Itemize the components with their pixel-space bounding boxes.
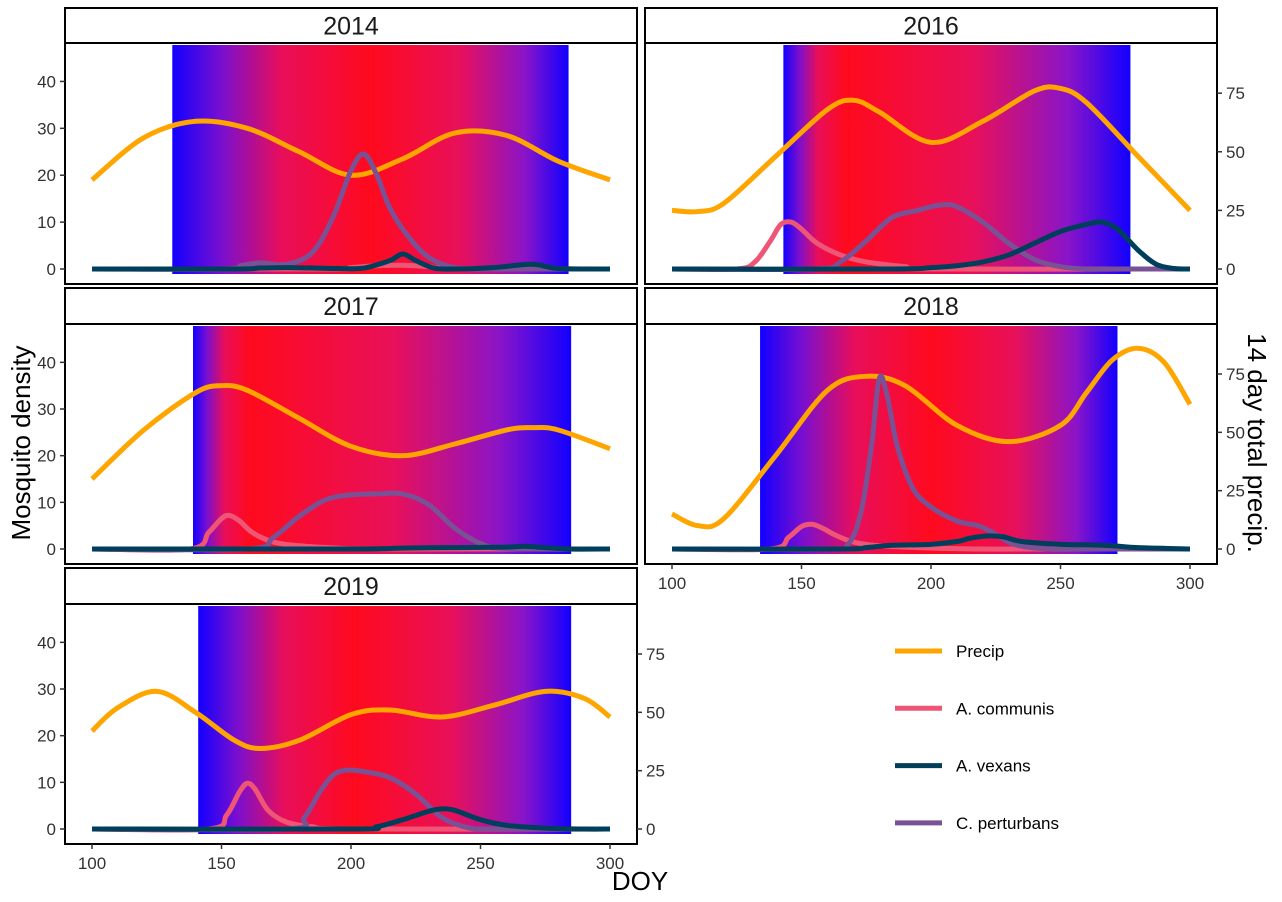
series-line-a-vexans (91, 806, 611, 832)
series-line-a-vexans (671, 533, 1191, 552)
legend-item-precip: Precip (895, 642, 1004, 661)
panel-2016: 2016 0 25 50 75 (644, 7, 1245, 285)
panel-strip (64, 287, 638, 325)
season-band (198, 606, 572, 834)
y2-tick-label: 25 (646, 762, 665, 781)
x-tick-label: 100 (78, 854, 106, 873)
y-tick-label: 30 (37, 680, 56, 699)
panel-2017: 2017 0 10 20 30 40 (37, 287, 638, 565)
y-tick-label: 0 (47, 260, 56, 279)
y-tick-label: 0 (47, 820, 56, 839)
panel-title: 2019 (323, 573, 379, 601)
panel-title: 2017 (323, 293, 379, 321)
x-axis-title: DOY (612, 866, 668, 896)
panel-title: 2018 (903, 293, 959, 321)
series-line-precip (671, 84, 1192, 215)
legend: Precip A. communis A. vexans C. perturbans (895, 642, 1059, 833)
y-tick-label: 10 (37, 213, 56, 232)
x-tick-label: 250 (466, 854, 494, 873)
panel-strip (64, 7, 638, 44)
panel-2014: 2014 0 10 20 30 40 (37, 7, 638, 285)
series-line-precip (670, 345, 1193, 530)
series-line-precip (90, 382, 611, 481)
panel-2018: 2018 0 25 50 75 100 150 200 250 300 (644, 287, 1245, 593)
series-line-a-communis (671, 521, 1190, 553)
y2-tick-label: 0 (1226, 260, 1235, 279)
panel-strip (644, 287, 1218, 325)
y-tick-label: 10 (37, 493, 56, 512)
series-line-c-perturbans (671, 202, 1190, 273)
series-line-a-vexans (91, 251, 611, 272)
series-line-a-vexans (671, 219, 1191, 272)
panel-title: 2014 (323, 13, 379, 41)
panel-title: 2016 (903, 13, 959, 41)
y-axis-title: Mosquito density (6, 345, 36, 540)
y2-axis-title: 14 day total precip. (1242, 333, 1272, 553)
x-tick-label: 100 (658, 574, 686, 593)
y-tick-label: 30 (37, 119, 56, 138)
x-tick-label: 150 (787, 574, 815, 593)
y-tick-label: 20 (37, 447, 56, 466)
series-line-a-vexans (91, 543, 611, 552)
y2-tick-label: 25 (1226, 201, 1245, 220)
x-tick-label: 150 (207, 854, 235, 873)
legend-item-a-communis: A. communis (895, 699, 1054, 718)
panel-frame (644, 42, 1218, 285)
y2-tick-label: 75 (1226, 84, 1245, 103)
panel-2019: 2019 0 10 20 30 40 0 25 50 75 100 150 200 250 300 (37, 567, 665, 873)
y-tick-label: 20 (37, 166, 56, 185)
legend-label: C. perturbans (956, 814, 1059, 833)
season-band (193, 326, 572, 554)
legend-label: Precip (956, 642, 1004, 661)
legend-label: A. vexans (956, 757, 1031, 776)
x-tick-label: 300 (596, 854, 624, 873)
y-tick-label: 40 (37, 353, 56, 372)
series-line-precip (90, 688, 612, 751)
y2-tick-label: 50 (1226, 423, 1245, 442)
legend-label: A. communis (956, 699, 1054, 718)
x-tick-label: 250 (1046, 574, 1074, 593)
x-tick-label: 200 (337, 854, 365, 873)
legend-item-a-vexans: A. vexans (895, 757, 1031, 776)
panel-frame (64, 323, 638, 565)
y-tick-label: 0 (47, 540, 56, 559)
y-tick-label: 30 (37, 400, 56, 419)
y2-tick-label: 0 (1226, 540, 1235, 559)
y2-tick-label: 50 (646, 703, 665, 722)
series-line-c-perturbans (671, 373, 1190, 552)
y-tick-label: 40 (37, 72, 56, 91)
y2-tick-label: 50 (1226, 143, 1245, 162)
y2-tick-label: 25 (1226, 482, 1245, 501)
x-tick-label: 200 (917, 574, 945, 593)
y2-tick-label: 75 (646, 645, 665, 664)
panel-strip (64, 567, 638, 605)
season-band (783, 45, 1131, 274)
y-tick-label: 10 (37, 773, 56, 792)
y-tick-label: 20 (37, 727, 56, 746)
panel-frame (64, 42, 638, 285)
legend-item-c-perturbans: C. perturbans (895, 814, 1059, 833)
y-tick-label: 40 (37, 633, 56, 652)
y2-tick-label: 75 (1226, 365, 1245, 384)
series-line-c-perturbans (91, 490, 611, 553)
season-band (760, 326, 1118, 554)
series-line-c-perturbans (91, 767, 611, 833)
x-tick-label: 300 (1176, 574, 1204, 593)
y2-tick-label: 0 (646, 820, 655, 839)
